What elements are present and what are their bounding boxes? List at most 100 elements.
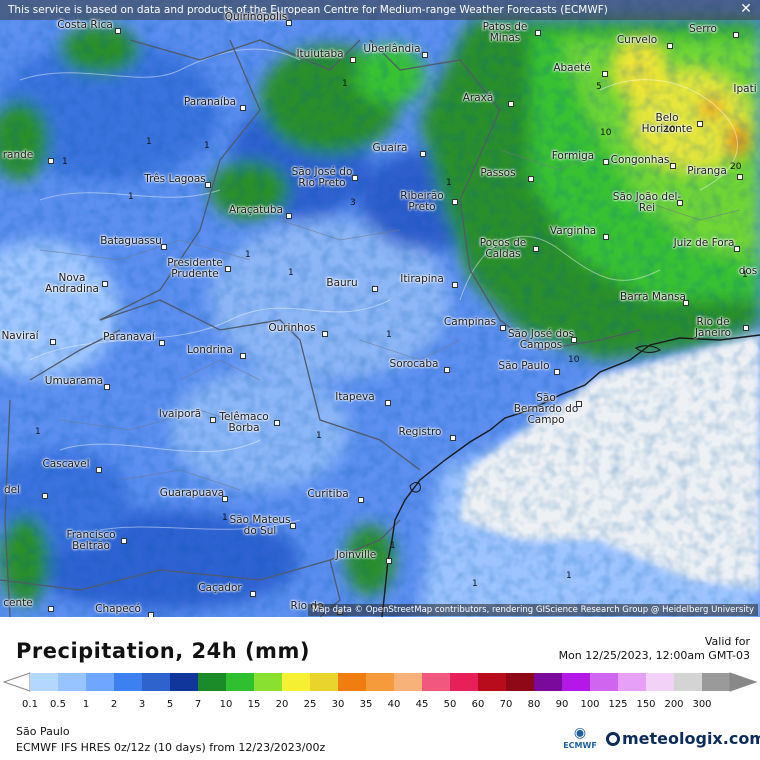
colorbar-tick-label: 15	[247, 699, 261, 710]
colorbar-swatch	[674, 673, 703, 691]
city-marker	[48, 158, 54, 164]
city-marker	[452, 199, 458, 205]
contour-value-label: 5	[596, 82, 602, 92]
colorbar-tick-label: 20	[275, 699, 289, 710]
city-label: São João del-Rei	[612, 191, 682, 214]
colorbar-tick-label: 100	[580, 699, 600, 710]
colorbar-swatch	[366, 673, 395, 691]
city-marker	[205, 182, 211, 188]
contour-value-label: 10	[600, 128, 612, 138]
colorbar-swatch	[590, 673, 619, 691]
city-marker	[737, 174, 743, 180]
city-marker	[115, 28, 121, 34]
colorbar-tick-label: 90	[555, 699, 569, 710]
contour-value-label: 1	[146, 137, 152, 147]
contour-value-label: 1	[62, 157, 68, 167]
colorbar-swatch	[86, 673, 115, 691]
city-marker	[697, 121, 703, 127]
city-label: Barra Mansa	[620, 291, 686, 303]
city-label: Araxá	[462, 92, 494, 104]
colorbar-swatch	[618, 673, 647, 691]
ecmwf-disclaimer-banner: This service is based on data and produc…	[0, 0, 760, 20]
disclaimer-text: This service is based on data and produc…	[8, 4, 608, 16]
city-marker	[422, 52, 428, 58]
city-marker	[602, 71, 608, 77]
contour-value-label: 1	[204, 141, 210, 151]
city-marker	[385, 400, 391, 406]
contour-value-label: 10	[568, 355, 580, 365]
meteologix-logo[interactable]: meteologix.com	[606, 729, 760, 748]
city-label: Ribeirão Preto	[400, 190, 444, 213]
colorbar-tick-label: 40	[387, 699, 401, 710]
city-marker	[500, 325, 506, 331]
city-label: Bataguassu	[100, 235, 162, 247]
city-marker	[386, 558, 392, 564]
contour-value-label: 1	[742, 270, 748, 280]
city-label: Quirinópolis	[224, 11, 288, 23]
colorbar-swatch	[30, 673, 59, 691]
city-label: Ivaiporã	[158, 408, 202, 420]
precipitation-map[interactable]: This service is based on data and produc…	[0, 0, 760, 617]
city-label: Cascavel	[42, 458, 90, 470]
colorbar-tick-label: 35	[359, 699, 373, 710]
ecmwf-logo-text: ECMWF	[563, 741, 597, 750]
colorbar-swatch	[170, 673, 199, 691]
city-label: Registro	[398, 426, 442, 438]
ecmwf-logo: ◉ ECMWF	[561, 725, 599, 755]
city-label: Varginha	[549, 225, 597, 237]
city-marker	[159, 340, 165, 346]
city-label: Naviraí	[1, 330, 39, 342]
city-marker	[352, 175, 358, 181]
colorbar-tick-label: 60	[471, 699, 485, 710]
contour-value-label: 1	[222, 513, 228, 523]
city-label: Paranaíba	[183, 96, 237, 108]
colorbar-tick-label: 45	[415, 699, 429, 710]
city-label: Guarapuava	[159, 487, 225, 499]
colorbar-tick-label: 150	[636, 699, 656, 710]
contour-value-label: 1	[472, 579, 478, 589]
city-label: Serro	[689, 23, 717, 35]
city-marker	[240, 353, 246, 359]
contour-value-label: 1	[390, 541, 396, 551]
district-borders	[39, 149, 741, 491]
city-label: Ourinhos	[268, 322, 316, 334]
colorbar-swatch	[450, 673, 479, 691]
meteologix-brand: meteologix.com	[622, 729, 760, 748]
city-label: dos	[738, 265, 758, 277]
city-label: São Bernardo do Campo	[513, 392, 579, 426]
colorbar	[2, 672, 758, 692]
colorbar-tick-labels: 0.1 0.5 1 2 3 5 7 10 15 20 25 30 35 40 45 50 60 70 80 90 100…	[0, 699, 760, 713]
contour-value-label: 1	[342, 79, 348, 89]
colorbar-tick-label: 80	[527, 699, 541, 710]
city-label: Campinas	[443, 316, 497, 328]
colorbar-swatch	[310, 673, 339, 691]
colorbar-tick-label: 25	[303, 699, 317, 710]
contour-value-label: 3	[350, 198, 356, 208]
city-marker	[250, 591, 256, 597]
contour-value-label: 10	[664, 125, 676, 135]
map-credit: Map data © OpenStreetMap contributors, r…	[308, 604, 758, 616]
city-marker	[420, 151, 426, 157]
colorbar-tick-label: 300	[692, 699, 712, 710]
colorbar-tick-label: 200	[664, 699, 684, 710]
city-label: Ipati	[733, 83, 757, 95]
close-icon[interactable]: ✕	[740, 1, 752, 17]
colorbar-swatch	[142, 673, 171, 691]
colorbar-tick-label: 0.5	[50, 699, 66, 710]
city-label: Bauru	[326, 277, 358, 289]
city-marker	[733, 32, 739, 38]
city-label: Presidente Prudente	[167, 257, 223, 280]
colorbar-swatch	[702, 673, 731, 691]
contour-value-label: 1	[566, 571, 572, 581]
city-marker	[667, 43, 673, 49]
city-marker	[161, 244, 167, 250]
city-label: São Mateus do Sul	[229, 514, 291, 537]
city-label: Francisco Beltrão	[66, 529, 116, 552]
city-label: Nova Andradina	[45, 272, 99, 295]
city-marker	[286, 213, 292, 219]
contour-value-label: 1	[446, 178, 452, 188]
city-marker	[210, 417, 216, 423]
city-marker	[50, 339, 56, 345]
city-label: Rio do	[290, 600, 324, 612]
city-label: Araçatuba	[228, 204, 284, 216]
